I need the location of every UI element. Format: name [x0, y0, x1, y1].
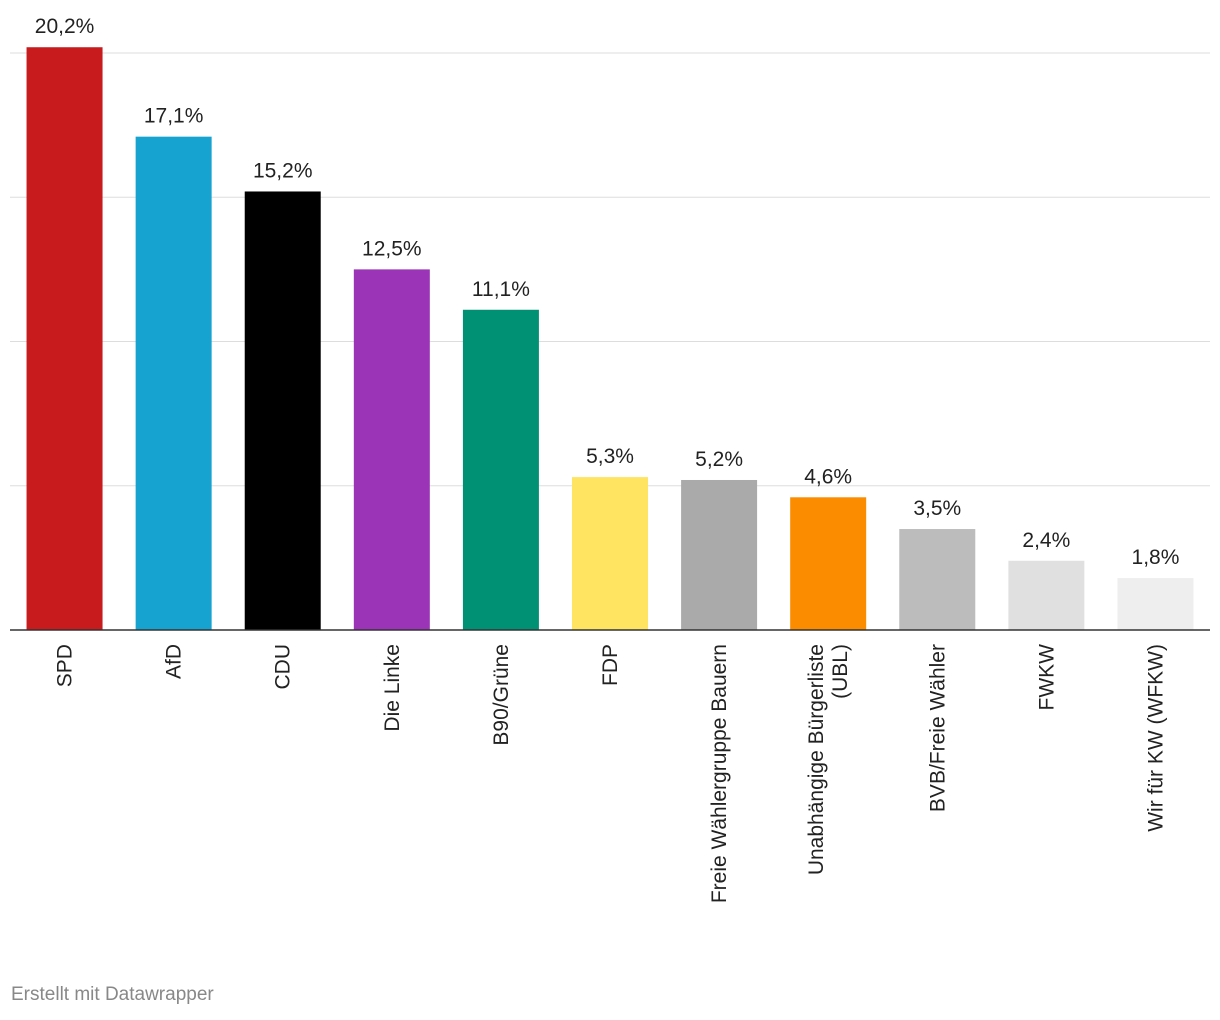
- value-label: 15,2%: [253, 159, 313, 182]
- category-labels: SPD AfD CDU Die Linke B90/Grüne FDP Freie Wähl…: [54, 644, 1168, 903]
- category-label: B90/Grüne: [490, 644, 513, 746]
- category-label-group: SPD: [54, 644, 77, 687]
- bar-chart: 20,2% 17,1% 15,2% 12,5% 11,1% 5,3% 5,2% 4,6% 3,5…: [10, 15, 1210, 903]
- value-label: 11,1%: [472, 278, 530, 301]
- value-label: 17,1%: [144, 105, 204, 128]
- bar-10: [1008, 560, 1085, 630]
- value-label: 20,2%: [35, 15, 95, 38]
- category-label: SPD: [54, 644, 77, 687]
- value-labels: 20,2% 17,1% 15,2% 12,5% 11,1% 5,3% 5,2% 4,6% 3,5…: [35, 15, 1180, 569]
- category-label-group: Wir für KW (WFKW): [1144, 644, 1167, 832]
- credit-text: Erstellt mit Datawrapper: [11, 984, 214, 1005]
- category-label: Freie Wählergruppe Bauern: [708, 644, 731, 903]
- category-label: BVB/Freie Wähler: [926, 644, 949, 812]
- bar-7: [681, 479, 758, 630]
- category-label: Unabhängige Bürgerliste: [805, 644, 828, 875]
- category-label-group: FDP: [599, 644, 622, 686]
- category-label: (UBL): [829, 644, 852, 699]
- value-label: 5,3%: [586, 445, 634, 468]
- bar-1: [26, 47, 103, 631]
- value-label: 3,5%: [913, 497, 961, 520]
- category-label: Wir für KW (WFKW): [1144, 644, 1167, 832]
- category-label-group: BVB/Freie Wähler: [926, 644, 949, 812]
- category-label-group: AfD: [163, 644, 186, 679]
- value-label: 1,8%: [1132, 546, 1180, 569]
- value-label: 4,6%: [804, 465, 852, 488]
- category-label: AfD: [163, 644, 186, 679]
- category-label: FWKW: [1035, 644, 1058, 711]
- bar-4: [353, 269, 430, 630]
- category-label-group: B90/Grüne: [490, 644, 513, 746]
- bar-2: [135, 136, 212, 631]
- bars: [26, 47, 1194, 631]
- category-label-group: CDU: [272, 644, 295, 690]
- value-label: 5,2%: [695, 448, 743, 471]
- bar-6: [572, 477, 648, 630]
- bar-5: [462, 309, 539, 630]
- bar-8: [790, 497, 867, 630]
- bar-9: [899, 529, 976, 630]
- category-label-group: Unabhängige Bürgerliste (UBL): [805, 644, 852, 875]
- category-label-group: Freie Wählergruppe Bauern: [708, 644, 731, 903]
- category-label-group: Die Linke: [381, 644, 404, 732]
- category-label-group: FWKW: [1035, 644, 1058, 711]
- value-label: 12,5%: [362, 237, 422, 260]
- category-label: FDP: [599, 644, 622, 686]
- bar-11: [1117, 578, 1194, 630]
- value-label: 2,4%: [1022, 529, 1070, 552]
- category-label: CDU: [272, 644, 295, 690]
- bar-3: [244, 191, 321, 631]
- category-label: Die Linke: [381, 644, 404, 732]
